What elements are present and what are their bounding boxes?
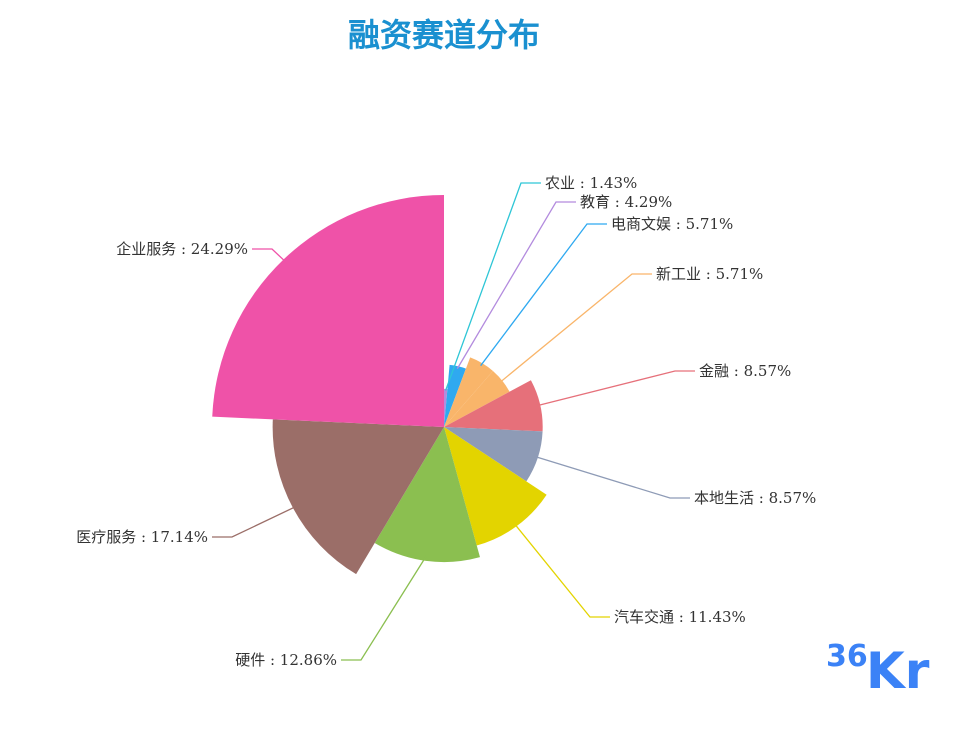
slice-新工业 [444,370,510,427]
leader-line-农业 [445,182,541,391]
slice-农业 [444,388,448,427]
slice-汽车交通 [444,427,547,546]
leader-line-本地生活 [533,455,690,499]
leader-lines-group [212,182,695,661]
slice-label-农业: 农业 : 1.43% [545,174,637,192]
logo-number: 36 [826,639,868,674]
slice-label-汽车交通: 汽车交通 : 11.43% [614,608,746,626]
slice-label-教育: 教育 : 4.29% [580,193,672,211]
leader-line-企业服务 [252,248,291,267]
leader-line-新工业 [499,273,652,383]
slices-group [212,195,547,575]
slice-硬件 [374,427,480,563]
leader-line-电商文娱 [480,223,607,367]
logo-letters: Kr [866,642,930,692]
slice-label-企业服务: 企业服务 : 24.29% [116,240,248,258]
logo-36kr: 36 Kr [826,632,936,700]
slice-电商文娱 [444,357,493,427]
slice-label-医疗服务: 医疗服务 : 17.14% [76,528,208,546]
leader-line-硬件 [341,555,428,661]
slice-医疗服务 [272,419,444,575]
labels-group: 农业 : 1.43%教育 : 4.29% 电商文娱 : 5.71% 新工业 : 5.… [76,174,816,669]
slice-金融 [444,380,543,432]
leader-line-汽车交通 [512,522,610,618]
leader-line-教育 [456,201,576,369]
slice-label-本地生活: 本地生活 : 8.57% [694,489,816,507]
leader-line-金融 [536,370,695,407]
slice-label-电商文娱: 电商文娱 : 5.71% [611,215,733,233]
chart-title: 融资赛道分布 [347,16,540,54]
leader-line-医疗服务 [212,504,300,538]
slice-label-硬件: 硬件 : 12.86% [235,651,337,669]
slice-企业服务 [212,195,444,427]
slice-本地生活 [444,427,543,482]
slice-label-金融: 金融 : 8.57% [699,362,791,380]
slice-label-新工业: 新工业 : 5.71% [656,265,763,283]
